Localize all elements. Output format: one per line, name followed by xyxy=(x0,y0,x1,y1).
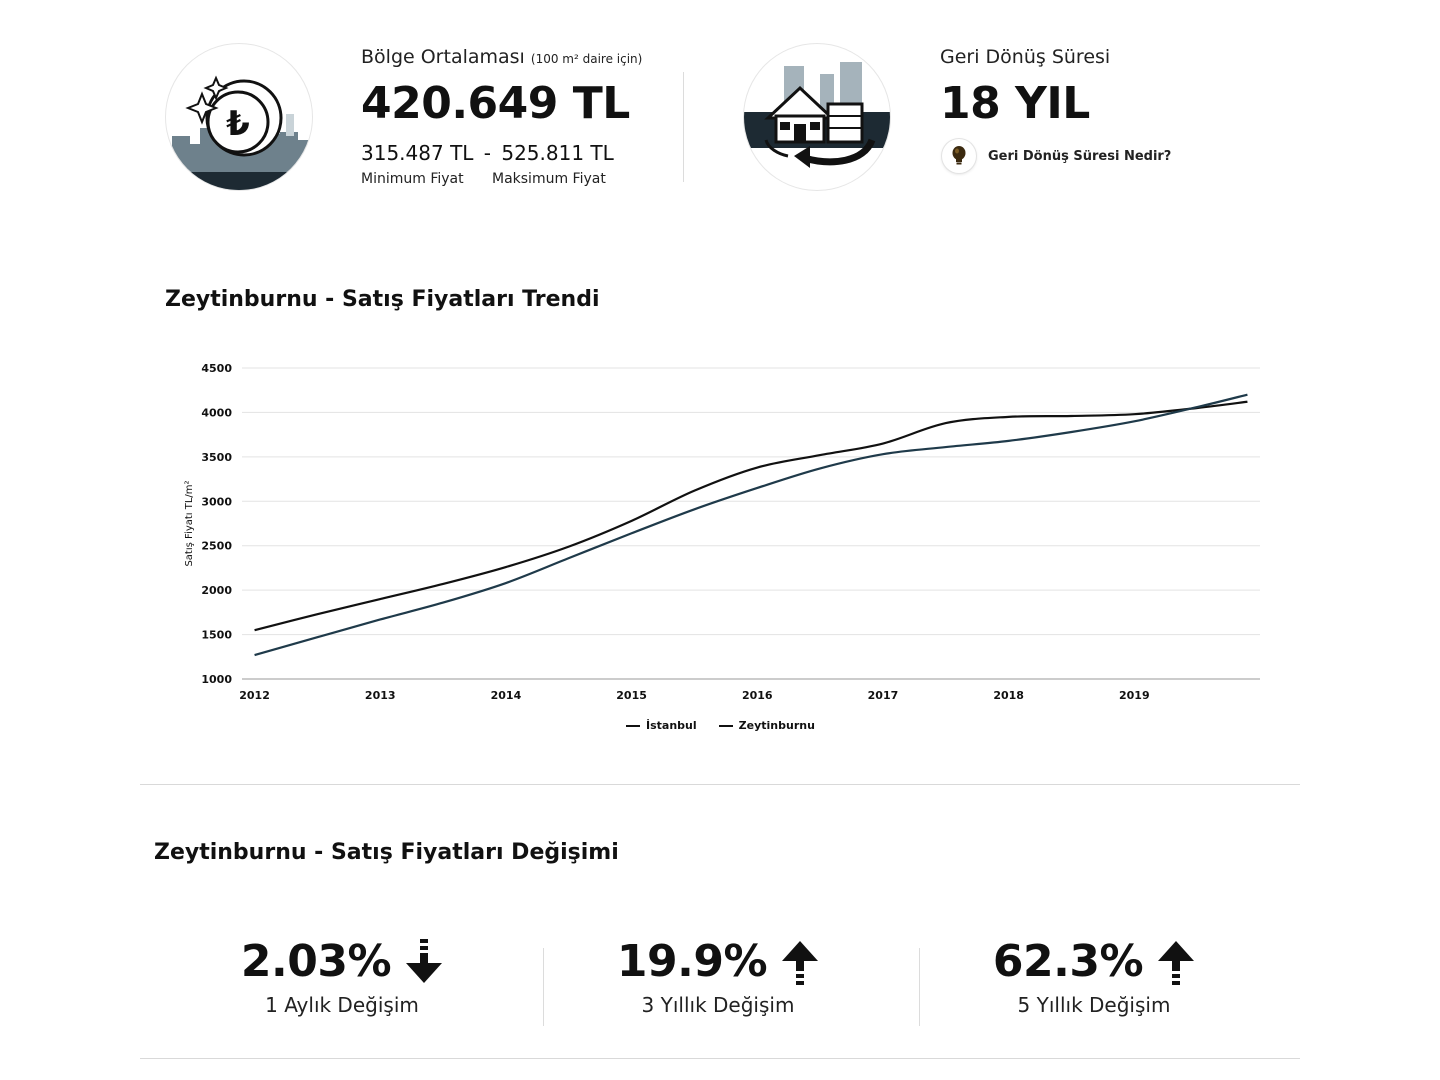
summary-divider xyxy=(683,72,684,182)
y-tick-label: 3000 xyxy=(201,495,232,508)
change-stat-1-month: 2.03% 1 Aylık Değişim xyxy=(154,936,530,1017)
legend-item-zeytinburnu[interactable]: Zeytinburnu xyxy=(718,719,815,732)
payback-value: 18 YIL xyxy=(940,78,1090,129)
average-heading: Bölge Ortalaması (100 m² daire için) xyxy=(361,46,642,68)
house-return-image xyxy=(744,44,890,190)
legend-label-zeytinburnu: Zeytinburnu xyxy=(738,719,815,732)
chart-legend: İstanbul Zeytinburnu xyxy=(626,719,815,732)
range-separator: - xyxy=(483,141,491,165)
series-line-zeytinburnu xyxy=(254,393,1248,657)
legend-swatch-zeytinburnu xyxy=(718,724,733,727)
price-range: 315.487 TL - 525.811 TL xyxy=(361,141,614,165)
stat-divider-1 xyxy=(543,948,544,1026)
house-return-icon xyxy=(744,62,890,168)
legend-swatch-istanbul xyxy=(626,724,640,727)
y-axis-label: Satış Fiyatı TL/m² xyxy=(184,480,195,566)
trend-title: Zeytinburnu - Satış Fiyatları Trendi xyxy=(165,287,600,312)
max-price-value: 525.811 TL xyxy=(501,141,614,165)
payback-label: Geri Dönüş Süresi xyxy=(940,46,1111,68)
x-tick-label: 2012 xyxy=(239,689,270,702)
change-label: 1 Aylık Değişim xyxy=(265,993,419,1017)
min-price-label: Minimum Fiyat xyxy=(361,171,464,187)
arrow-up-icon xyxy=(782,940,819,985)
y-tick-label: 4000 xyxy=(201,406,232,419)
y-tick-label: 3500 xyxy=(201,451,232,464)
arrow-down-icon xyxy=(406,938,443,983)
average-note: (100 m² daire için) xyxy=(530,52,643,66)
change-value: 19.9% xyxy=(616,936,768,987)
arrow-up-icon xyxy=(1158,940,1195,985)
x-tick-label: 2013 xyxy=(365,689,396,702)
change-label: 5 Yıllık Değişim xyxy=(1017,993,1171,1017)
average-value: 420.649 TL xyxy=(361,78,630,129)
min-price-value: 315.487 TL xyxy=(361,141,474,165)
legend-label-istanbul: İstanbul xyxy=(646,719,697,732)
svg-text:₺: ₺ xyxy=(226,104,250,144)
payback-help-text: Geri Dönüş Süresi Nedir? xyxy=(988,148,1172,164)
change-value: 2.03% xyxy=(240,936,392,987)
average-label: Bölge Ortalaması xyxy=(361,46,525,68)
section-divider xyxy=(140,784,1300,785)
change-title: Zeytinburnu - Satış Fiyatları Değişimi xyxy=(154,840,619,865)
change-label: 3 Yıllık Değişim xyxy=(641,993,795,1017)
x-tick-label: 2015 xyxy=(616,689,647,702)
y-tick-label: 4500 xyxy=(201,362,232,375)
lira-coin-image: ₺ xyxy=(166,44,312,190)
x-tick-label: 2017 xyxy=(868,689,899,702)
change-stat-5-year: 62.3% 5 Yıllık Değişim xyxy=(906,936,1282,1017)
max-price-label: Maksimum Fiyat xyxy=(492,171,606,187)
legend-item-istanbul[interactable]: İstanbul xyxy=(626,719,697,732)
x-tick-label: 2016 xyxy=(742,689,773,702)
stat-divider-2 xyxy=(919,948,920,1026)
x-tick-label: 2014 xyxy=(491,689,522,702)
series-line-istanbul xyxy=(254,400,1248,632)
change-value: 62.3% xyxy=(992,936,1144,987)
y-tick-label: 1500 xyxy=(201,629,232,642)
x-tick-label: 2018 xyxy=(993,689,1024,702)
x-tick-label: 2019 xyxy=(1119,689,1150,702)
lightbulb-icon xyxy=(942,139,976,173)
bottom-divider xyxy=(140,1058,1300,1059)
lira-coin-icon: ₺ xyxy=(166,75,312,190)
payback-help-link[interactable]: Geri Dönüş Süresi Nedir? xyxy=(942,139,1171,173)
y-tick-label: 1000 xyxy=(201,673,232,686)
y-tick-label: 2500 xyxy=(201,540,232,553)
change-stat-3-year: 19.9% 3 Yıllık Değişim xyxy=(530,936,906,1017)
trend-chart: 1000 1500 2000 2500 3000 3500 4000 4500 2012 2013… xyxy=(184,362,1260,702)
y-tick-label: 2000 xyxy=(201,584,232,597)
